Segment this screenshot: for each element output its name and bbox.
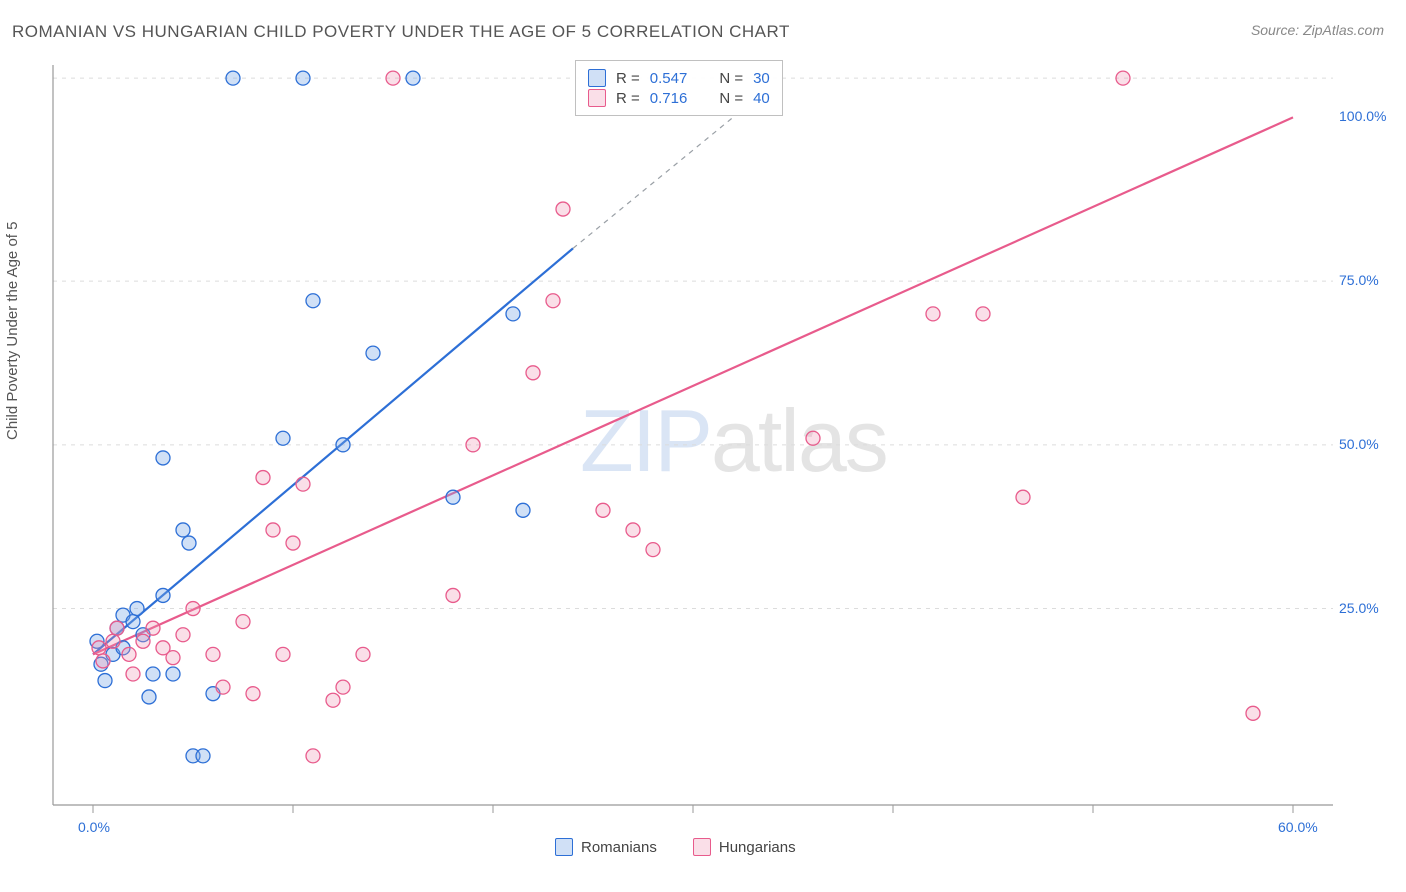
legend-swatch — [693, 838, 711, 856]
y-tick-label: 100.0% — [1339, 108, 1386, 124]
r-label: R = — [616, 70, 640, 87]
legend-item: Hungarians — [693, 838, 796, 856]
y-axis-label: Child Poverty Under the Age of 5 — [4, 222, 21, 440]
stats-legend-row: R = 0.716 N = 40 — [588, 89, 770, 107]
r-value: 0.547 — [650, 70, 688, 87]
legend-item: Romanians — [555, 838, 657, 856]
legend-label: Romanians — [581, 839, 657, 856]
scatter-svg — [48, 60, 1338, 830]
n-value: 40 — [753, 90, 770, 107]
r-label: R = — [616, 90, 640, 107]
legend-swatch — [588, 89, 606, 107]
n-label: N = — [719, 70, 743, 87]
x-tick-label: 0.0% — [78, 819, 110, 835]
r-value: 0.716 — [650, 90, 688, 107]
y-tick-label: 25.0% — [1339, 600, 1379, 616]
plot-area — [48, 60, 1338, 830]
chart-title: ROMANIAN VS HUNGARIAN CHILD POVERTY UNDE… — [12, 22, 790, 42]
stats-legend-row: R = 0.547 N = 30 — [588, 69, 770, 87]
legend-swatch — [588, 69, 606, 87]
y-tick-label: 75.0% — [1339, 272, 1379, 288]
n-label: N = — [719, 90, 743, 107]
y-tick-label: 50.0% — [1339, 436, 1379, 452]
legend-label: Hungarians — [719, 839, 796, 856]
legend-swatch — [555, 838, 573, 856]
stats-legend-box: R = 0.547 N = 30 R = 0.716 N = 40 — [575, 60, 783, 116]
series-legend: Romanians Hungarians — [555, 838, 796, 856]
source-label: Source: ZipAtlas.com — [1251, 22, 1384, 38]
x-tick-label: 60.0% — [1278, 819, 1318, 835]
n-value: 30 — [753, 70, 770, 87]
